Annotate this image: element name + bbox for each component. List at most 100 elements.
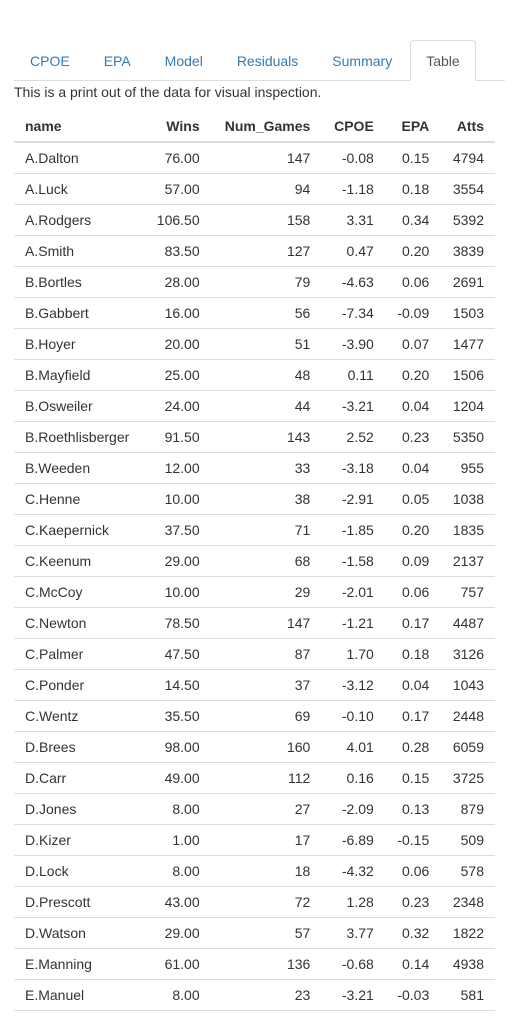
table-row: D.Lock 8.00 18 -4.32 0.06 578: [14, 855, 495, 887]
cell-num-games: 23: [210, 979, 322, 1011]
tab-table[interactable]: Table: [410, 40, 476, 81]
cell-wins: 57.00: [143, 173, 211, 205]
cell-atts: 1043: [440, 669, 495, 701]
cell-wins: 24.00: [143, 390, 211, 422]
cell-name: D.Jones: [14, 793, 144, 825]
column-header-wins: Wins: [143, 111, 211, 143]
cell-epa: 0.20: [384, 359, 441, 391]
cell-wins: 83.50: [143, 235, 211, 267]
cell-wins: 14.50: [143, 669, 211, 701]
cell-atts: 2448: [440, 700, 495, 732]
table-row: C.McCoy 10.00 29 -2.01 0.06 757: [14, 576, 495, 608]
table-row: C.Ponder 14.50 37 -3.12 0.04 1043: [14, 669, 495, 701]
tab-summary[interactable]: Summary: [332, 53, 393, 69]
cell-epa: 0.13: [384, 793, 441, 825]
table-row: D.Brees 98.00 160 4.01 0.28 6059: [14, 731, 495, 763]
cell-atts: 3126: [440, 638, 495, 670]
cell-wins: 49.00: [143, 762, 211, 794]
cell-cpoe: -0.10: [321, 700, 385, 732]
cell-atts: 4794: [440, 142, 495, 174]
cell-cpoe: -0.68: [321, 948, 385, 980]
table-row: B.Bortles 28.00 79 -4.63 0.06 2691: [14, 266, 495, 298]
cell-num-games: 17: [210, 824, 322, 856]
cell-cpoe: -3.21: [321, 390, 385, 422]
cell-wins: 29.00: [143, 545, 211, 577]
cell-epa: -0.09: [384, 297, 441, 329]
cell-epa: 0.06: [384, 576, 441, 608]
table-row: A.Luck 57.00 94 -1.18 0.18 3554: [14, 173, 495, 205]
table-row: B.Weeden 12.00 33 -3.18 0.04 955: [14, 452, 495, 484]
cell-name: D.Lock: [14, 855, 144, 887]
tab-model[interactable]: Model: [164, 53, 203, 69]
table-row: B.Gabbert 16.00 56 -7.34 -0.09 1503: [14, 297, 495, 329]
table-row: B.Mayfield 25.00 48 0.11 0.20 1506: [14, 359, 495, 391]
cell-wins: 12.00: [143, 452, 211, 484]
cell-epa: 0.20: [384, 514, 441, 546]
cell-cpoe: -6.89: [321, 824, 385, 856]
cell-name: B.Osweiler: [14, 390, 144, 422]
cell-name: D.Prescott: [14, 886, 144, 918]
cell-num-games: 147: [210, 607, 322, 639]
cell-name: B.Roethlisberger: [14, 421, 144, 453]
cell-cpoe: -3.90: [321, 328, 385, 360]
cell-epa: 0.18: [384, 638, 441, 670]
cell-wins: 10.00: [143, 483, 211, 515]
cell-name: D.Carr: [14, 762, 144, 794]
cell-num-games: 127: [210, 235, 322, 267]
table-row: C.Palmer 47.50 87 1.70 0.18 3126: [14, 638, 495, 670]
cell-cpoe: 3.31: [321, 204, 385, 236]
cell-atts: 2137: [440, 545, 495, 577]
cell-name: B.Weeden: [14, 452, 144, 484]
column-header-atts: Atts: [440, 111, 495, 143]
cell-name: A.Dalton: [14, 142, 144, 174]
cell-cpoe: -0.08: [321, 142, 385, 174]
table-row: C.Wentz 35.50 69 -0.10 0.17 2448: [14, 700, 495, 732]
cell-num-games: 87: [210, 638, 322, 670]
column-header-num-games: Num_Games: [210, 111, 322, 143]
cell-cpoe: 0.16: [321, 762, 385, 794]
cell-epa: 0.14: [384, 948, 441, 980]
cell-name: B.Mayfield: [14, 359, 144, 391]
cell-atts: 4938: [440, 948, 495, 980]
table-row: C.Keenum 29.00 68 -1.58 0.09 2137: [14, 545, 495, 577]
cell-wins: 10.00: [143, 576, 211, 608]
cell-wins: 91.50: [143, 421, 211, 453]
cell-cpoe: 4.01: [321, 731, 385, 763]
tab-residuals[interactable]: Residuals: [236, 53, 299, 69]
cell-wins: 29.00: [143, 917, 211, 949]
cell-cpoe: 3.77: [321, 917, 385, 949]
table-row: D.Prescott 43.00 72 1.28 0.23 2348: [14, 886, 495, 918]
cell-num-games: 38: [210, 483, 322, 515]
cell-atts: 879: [440, 793, 495, 825]
cell-cpoe: 1.28: [321, 886, 385, 918]
cell-num-games: 79: [210, 266, 322, 298]
cell-epa: 0.04: [384, 669, 441, 701]
table-body: A.Dalton 76.00 147 -0.08 0.15 4794 A.Luck 57.00…: [14, 142, 495, 1011]
table-row: C.Newton 78.50 147 -1.21 0.17 4487: [14, 607, 495, 639]
cell-wins: 98.00: [143, 731, 211, 763]
cell-epa: 0.04: [384, 452, 441, 484]
cell-atts: 509: [440, 824, 495, 856]
tab-cpoe[interactable]: CPOE: [30, 53, 70, 69]
cell-epa: 0.15: [384, 762, 441, 794]
cell-num-games: 143: [210, 421, 322, 453]
cell-wins: 8.00: [143, 855, 211, 887]
cell-name: C.McCoy: [14, 576, 144, 608]
cell-atts: 757: [440, 576, 495, 608]
cell-epa: -0.15: [384, 824, 441, 856]
table-row: A.Rodgers 106.50 158 3.31 0.34 5392: [14, 204, 495, 236]
cell-epa: 0.04: [384, 390, 441, 422]
cell-wins: 37.50: [143, 514, 211, 546]
cell-num-games: 18: [210, 855, 322, 887]
cell-cpoe: -7.34: [321, 297, 385, 329]
table-row: D.Watson 29.00 57 3.77 0.32 1822: [14, 917, 495, 949]
tab-epa[interactable]: EPA: [103, 53, 131, 69]
cell-num-games: 160: [210, 731, 322, 763]
table-row: A.Smith 83.50 127 0.47 0.20 3839: [14, 235, 495, 267]
cell-name: D.Brees: [14, 731, 144, 763]
cell-epa: 0.05: [384, 483, 441, 515]
cell-atts: 1038: [440, 483, 495, 515]
cell-wins: 106.50: [143, 204, 211, 236]
table-row: B.Hoyer 20.00 51 -3.90 0.07 1477: [14, 328, 495, 360]
cell-atts: 1506: [440, 359, 495, 391]
